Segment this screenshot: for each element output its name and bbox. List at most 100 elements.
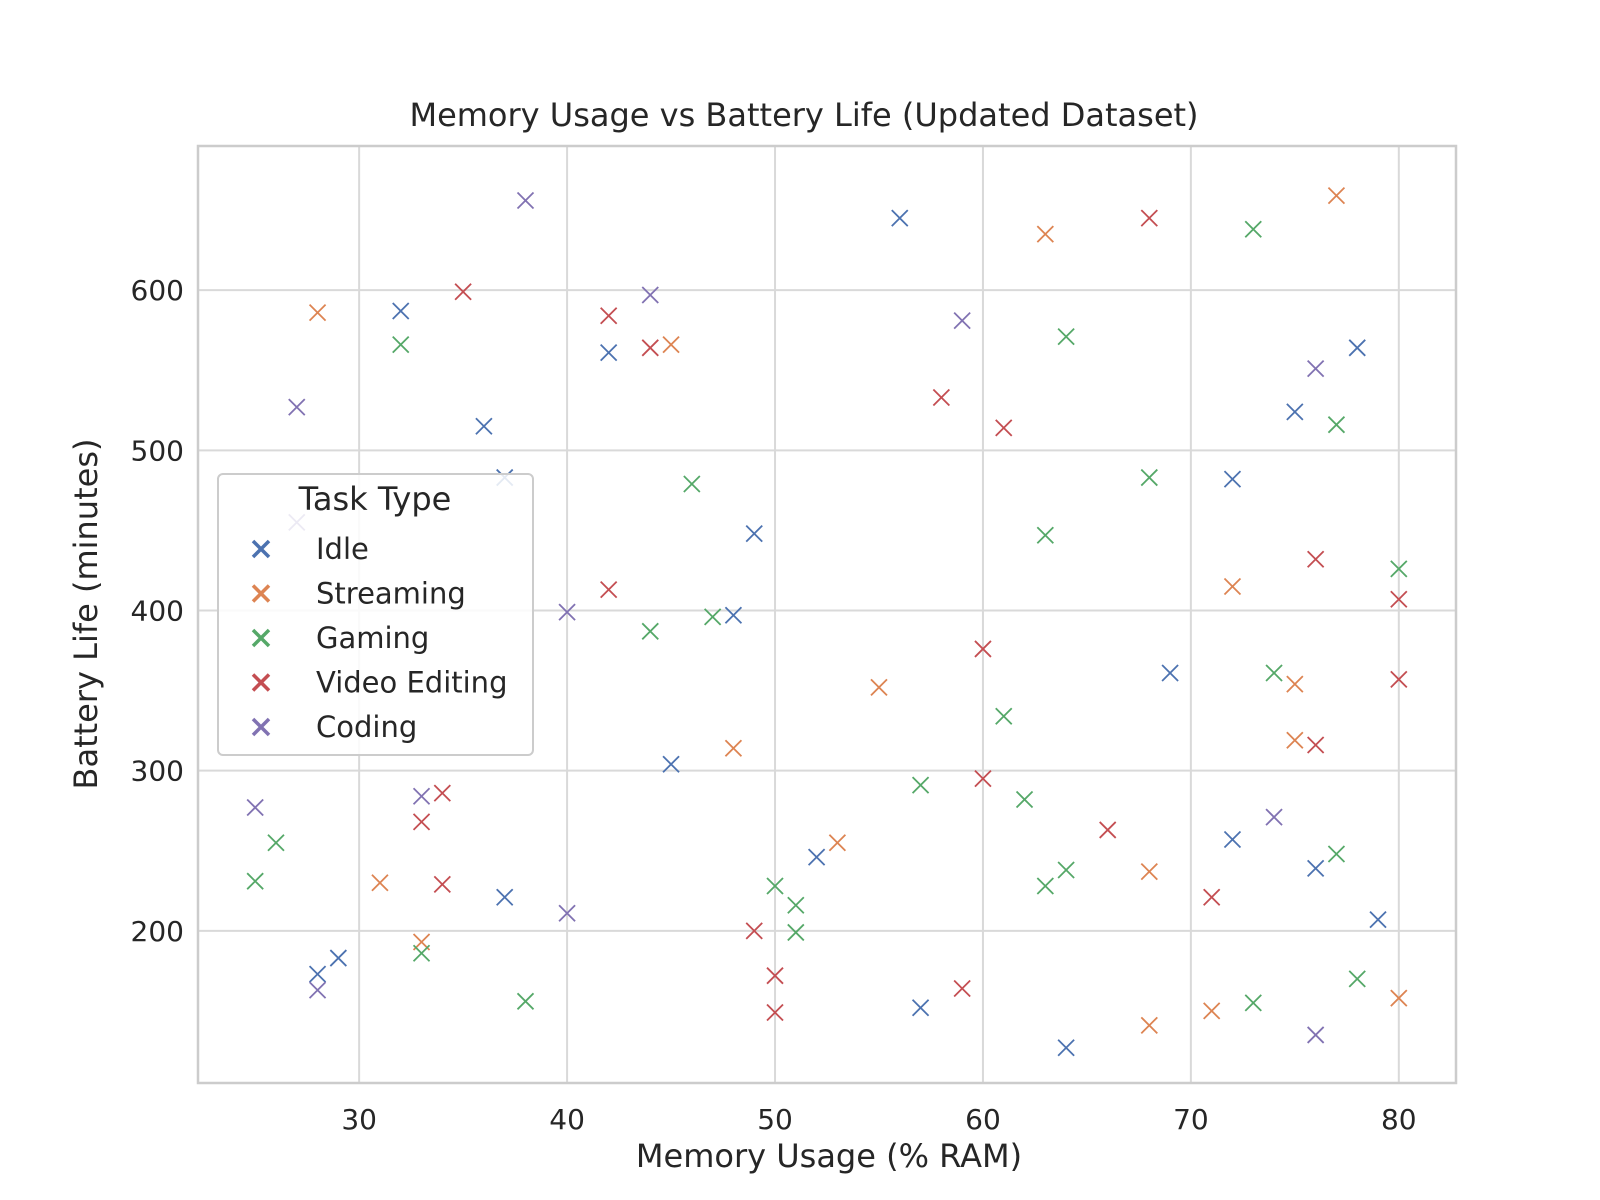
data-point-video-editing (995, 419, 1013, 437)
legend-marker-gaming (251, 628, 271, 648)
y-tick-label: 500 (131, 434, 184, 467)
y-axis-label: Battery Life (minutes) (67, 439, 105, 790)
data-point-video-editing (1203, 888, 1221, 906)
data-point-gaming (787, 923, 805, 942)
data-point-gaming (1244, 220, 1262, 238)
data-point-idle (1286, 403, 1304, 421)
data-point-idle (1223, 830, 1242, 849)
data-point-video-editing (1307, 550, 1325, 568)
y-tick-label: 400 (131, 594, 184, 627)
data-point-gaming (1057, 327, 1075, 346)
data-points (246, 187, 1408, 1057)
data-point-gaming (1015, 790, 1034, 809)
legend: Task Type Idle Streaming Gaming Video Editi… (217, 473, 534, 756)
x-axis-label: Memory Usage (% RAM) (636, 1137, 1022, 1175)
data-point-coding (412, 787, 431, 805)
x-tick-label: 80 (1381, 1103, 1417, 1136)
data-point-video-editing (1390, 590, 1408, 608)
data-point-gaming (641, 622, 659, 640)
data-point-video-editing (974, 640, 992, 658)
data-point-gaming (246, 872, 264, 890)
data-point-gaming (1036, 877, 1054, 895)
x-tick-labels: 30 40 50 60 70 80 (341, 1103, 1416, 1136)
data-point-idle (600, 343, 618, 362)
legend-title: Task Type (298, 480, 452, 518)
legend-marker-idle (251, 539, 271, 559)
data-point-video-editing (600, 307, 618, 325)
data-point-video-editing (1307, 736, 1325, 754)
plot-frame (196, 144, 1458, 1085)
legend-marker-coding (251, 717, 271, 737)
data-point-streaming (1036, 225, 1054, 243)
legend-marker-streaming (251, 584, 271, 603)
data-point-video-editing (433, 784, 451, 802)
data-point-idle (392, 302, 410, 320)
data-point-streaming (1286, 675, 1304, 693)
data-point-streaming (1140, 862, 1158, 881)
data-point-video-editing (433, 875, 451, 894)
data-point-streaming (1203, 1002, 1221, 1020)
data-point-coding (1265, 808, 1283, 826)
y-tick-label: 600 (131, 274, 184, 307)
data-point-gaming (1036, 526, 1054, 544)
data-point-idle (1348, 339, 1366, 357)
data-point-streaming (1140, 1016, 1158, 1034)
data-point-gaming (703, 608, 722, 626)
data-point-gaming (766, 877, 784, 895)
data-point-idle (807, 848, 826, 866)
data-point-idle (329, 949, 347, 967)
data-point-gaming (1390, 560, 1408, 578)
data-point-video-editing (953, 979, 971, 998)
legend-items: Idle Streaming Gaming Video Editing Coding (251, 532, 507, 744)
data-point-idle (308, 965, 327, 983)
data-point-streaming (1390, 989, 1408, 1007)
data-point-coding (1307, 1026, 1325, 1044)
x-tick-label: 40 (549, 1103, 585, 1136)
data-point-video-editing (1140, 209, 1158, 227)
data-point-idle (745, 524, 763, 543)
legend-label-streaming: Streaming (316, 577, 466, 611)
data-point-video-editing (766, 967, 784, 985)
data-point-video-editing (454, 283, 472, 301)
data-point-streaming (662, 335, 680, 354)
data-point-coding (558, 904, 576, 922)
data-point-idle (1369, 910, 1387, 929)
data-point-gaming (1057, 861, 1075, 879)
data-point-idle (475, 417, 493, 435)
data-point-idle (1057, 1039, 1075, 1057)
grid-lines (198, 146, 1456, 1083)
data-point-video-editing (641, 339, 659, 357)
data-point-gaming (1244, 994, 1262, 1012)
legend-label-video-editing: Video Editing (316, 666, 507, 700)
data-point-video-editing (745, 922, 763, 940)
data-point-streaming (1223, 577, 1242, 596)
legend-marker-video-editing (251, 673, 271, 692)
data-point-gaming (1348, 970, 1366, 988)
data-point-idle (1307, 859, 1325, 878)
y-tick-label: 200 (131, 915, 184, 948)
data-point-coding (1307, 360, 1325, 378)
data-point-streaming (371, 874, 389, 892)
data-point-streaming (724, 739, 743, 757)
data-point-gaming (412, 944, 431, 962)
data-point-video-editing (1099, 821, 1117, 839)
data-point-coding (641, 286, 659, 304)
chart-title: Memory Usage vs Battery Life (Updated Da… (409, 96, 1198, 134)
data-point-video-editing (766, 1003, 784, 1022)
x-tick-label: 60 (965, 1103, 1001, 1136)
x-tick-label: 30 (341, 1103, 377, 1136)
y-tick-labels: 200 300 400 500 600 (131, 274, 184, 948)
data-point-idle (911, 999, 930, 1017)
data-point-gaming (787, 896, 805, 914)
data-point-streaming (828, 834, 847, 852)
data-point-streaming (870, 678, 888, 697)
data-point-idle (1161, 664, 1179, 682)
data-point-streaming (1327, 187, 1346, 205)
data-point-idle (496, 888, 514, 906)
data-point-idle (1223, 470, 1242, 488)
data-point-video-editing (932, 388, 951, 407)
data-point-idle (724, 606, 743, 624)
data-point-coding (953, 311, 971, 330)
data-point-gaming (1140, 468, 1158, 487)
